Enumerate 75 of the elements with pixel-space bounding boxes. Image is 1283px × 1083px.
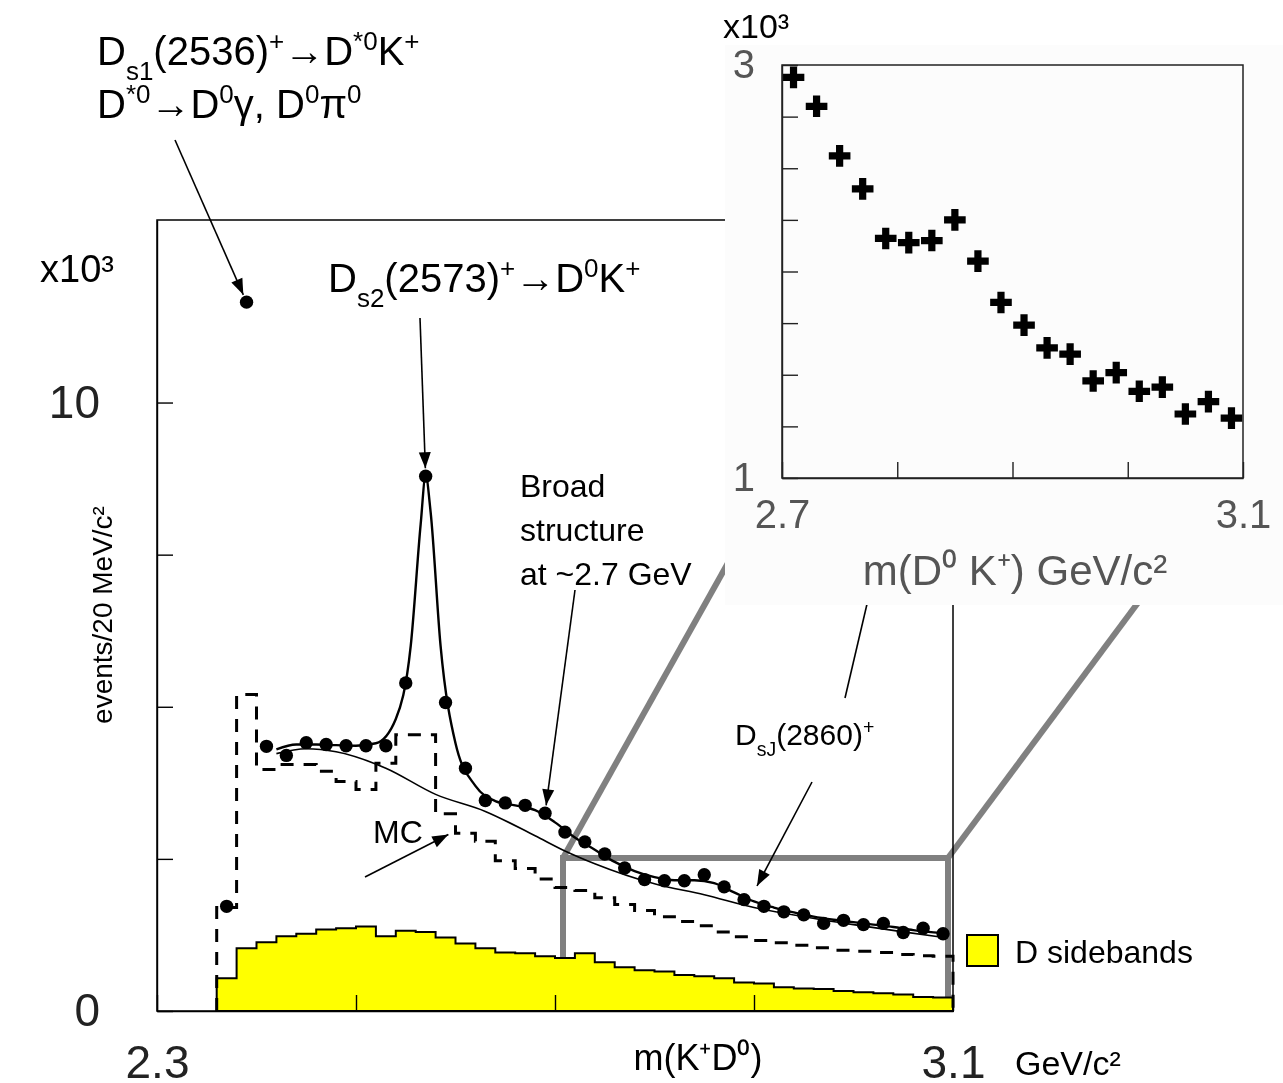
point bbox=[1082, 370, 1104, 392]
point bbox=[478, 793, 493, 808]
annotation: MC bbox=[373, 814, 423, 850]
annotation: D$_{sJ}$(2860)$^{+}$ bbox=[735, 716, 875, 760]
point bbox=[359, 739, 373, 753]
point bbox=[967, 250, 989, 272]
point bbox=[219, 899, 234, 914]
point bbox=[558, 825, 572, 839]
point bbox=[677, 874, 692, 888]
point bbox=[856, 917, 871, 932]
y-tick-label: 0 bbox=[74, 984, 100, 1037]
point bbox=[657, 874, 672, 888]
text: GeV/c² bbox=[1015, 1044, 1121, 1082]
text: x10³ bbox=[40, 248, 114, 290]
point bbox=[1220, 407, 1243, 429]
y-tick-label: 1 bbox=[732, 455, 755, 500]
point bbox=[259, 739, 274, 753]
point bbox=[1059, 343, 1081, 365]
point bbox=[1128, 380, 1151, 403]
point bbox=[717, 880, 731, 894]
point bbox=[418, 469, 433, 483]
point bbox=[936, 927, 950, 941]
y-tick-label: 10 bbox=[48, 375, 100, 428]
point bbox=[697, 868, 711, 882]
y-axis-title: events/20 MeV/c² bbox=[87, 506, 118, 724]
point bbox=[990, 291, 1012, 314]
point bbox=[279, 748, 294, 763]
point bbox=[379, 739, 393, 753]
point bbox=[805, 95, 828, 118]
point bbox=[319, 737, 333, 752]
legend-label: D sidebands bbox=[1015, 934, 1193, 970]
point bbox=[921, 229, 943, 252]
point bbox=[438, 695, 453, 710]
point bbox=[637, 872, 652, 887]
annotation: D$_{s2}$(2573)$^{+}$→D$^{0}$K$^{+}$ bbox=[328, 253, 641, 313]
x-tick-label: 2.7 bbox=[754, 492, 811, 536]
x-tick-label: 2.3 bbox=[125, 1036, 190, 1083]
point bbox=[239, 295, 254, 309]
point bbox=[538, 806, 552, 820]
point bbox=[598, 847, 612, 861]
point bbox=[737, 892, 751, 907]
point bbox=[851, 178, 874, 200]
point bbox=[1105, 361, 1128, 384]
text: x10³ bbox=[723, 7, 790, 45]
point bbox=[777, 905, 791, 919]
point bbox=[299, 736, 313, 750]
point bbox=[458, 761, 473, 775]
point bbox=[399, 676, 413, 690]
point bbox=[944, 209, 966, 231]
y-tick-label: 3 bbox=[732, 42, 755, 87]
point bbox=[836, 913, 851, 927]
point bbox=[1197, 390, 1220, 413]
point bbox=[916, 921, 930, 935]
point bbox=[1036, 337, 1058, 359]
point bbox=[339, 739, 353, 753]
point bbox=[498, 796, 512, 810]
x-axis-title: m(D⁰ K⁺) GeV/c² bbox=[862, 547, 1168, 594]
point bbox=[876, 916, 891, 931]
point bbox=[874, 227, 897, 250]
annotation: Broad structure at ~2.7 GeV bbox=[520, 468, 693, 593]
point bbox=[897, 231, 920, 254]
x-axis-title: m(K⁺D⁰) bbox=[633, 1037, 763, 1078]
point bbox=[617, 861, 632, 875]
point bbox=[1151, 376, 1174, 398]
point bbox=[816, 916, 831, 931]
point bbox=[578, 835, 592, 849]
point bbox=[518, 798, 532, 812]
point bbox=[1174, 403, 1197, 425]
point bbox=[1013, 314, 1035, 337]
point bbox=[896, 925, 910, 940]
point bbox=[757, 899, 771, 914]
point bbox=[828, 145, 851, 167]
x-tick-label: 3.1 bbox=[1215, 492, 1272, 536]
point bbox=[797, 908, 811, 922]
x-tick-label: 3.1 bbox=[921, 1036, 986, 1083]
